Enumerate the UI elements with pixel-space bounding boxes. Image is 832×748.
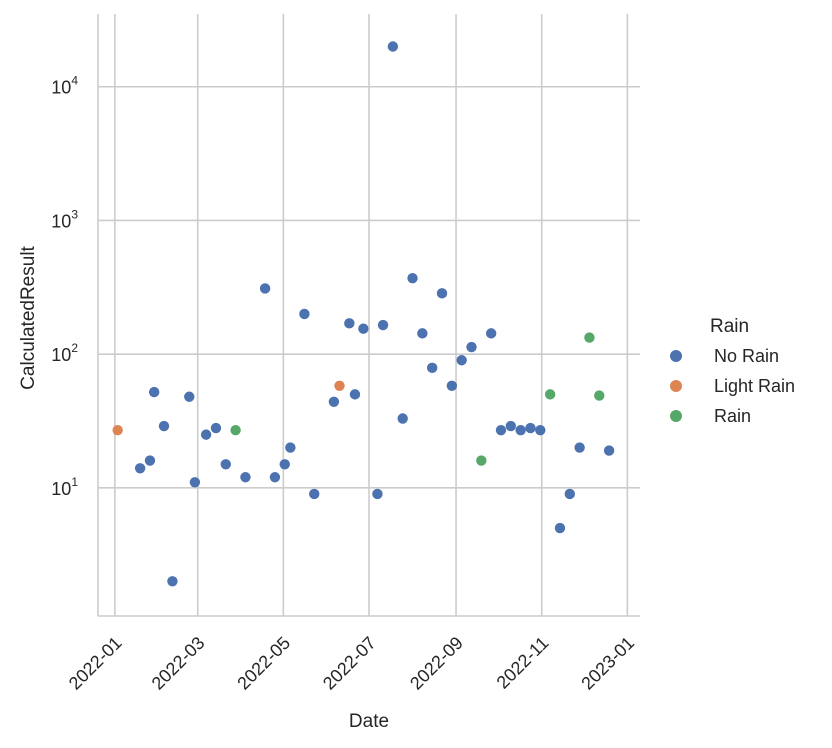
- y-tick-label: 101: [51, 475, 78, 499]
- point-rain: [594, 390, 605, 401]
- point-no-rain: [426, 362, 438, 374]
- point-no-rain: [210, 422, 222, 434]
- point-no-rain: [148, 386, 160, 398]
- legend-label-no-rain: No Rain: [714, 346, 779, 366]
- point-no-rain: [515, 424, 526, 436]
- axes: [97, 14, 640, 617]
- point-no-rain: [344, 318, 355, 329]
- legend: Rain No Rain Light Rain Rain: [670, 316, 795, 426]
- point-no-rain: [259, 283, 271, 294]
- point-no-rain: [358, 323, 369, 334]
- x-tick-label: 2022-01: [65, 633, 126, 694]
- point-no-rain: [603, 445, 615, 456]
- point-rain: [476, 455, 487, 466]
- x-tick-labels: 2022-01 2022-03 2022-05 2022-07 2022-09 2022-…: [65, 633, 638, 694]
- x-tick-label: 2022-07: [319, 633, 380, 694]
- legend-marker-no-rain: [670, 350, 682, 362]
- legend-marker-light-rain: [670, 380, 682, 392]
- point-no-rain: [134, 463, 146, 474]
- point-no-rain: [309, 488, 320, 500]
- point-no-rain: [299, 308, 310, 320]
- point-light-rain: [112, 424, 123, 436]
- point-no-rain: [220, 459, 231, 470]
- x-axis-label: Date: [349, 711, 389, 732]
- point-no-rain: [574, 442, 585, 453]
- x-tick-label: 2022-05: [233, 633, 294, 694]
- point-no-rain: [485, 328, 497, 339]
- data-points: [112, 41, 615, 587]
- x-tick-label: 2023-01: [577, 633, 638, 694]
- point-no-rain: [466, 341, 477, 353]
- point-rain: [230, 424, 241, 436]
- y-tick-labels: 101 102 103 104: [51, 74, 78, 499]
- point-rain: [584, 332, 595, 343]
- y-tick-label: 104: [51, 74, 78, 98]
- grid: [98, 14, 640, 616]
- point-no-rain: [495, 424, 507, 436]
- point-no-rain: [436, 288, 448, 299]
- point-no-rain: [456, 355, 467, 366]
- point-no-rain: [417, 328, 428, 339]
- point-no-rain: [535, 424, 546, 436]
- point-no-rain: [189, 477, 201, 488]
- point-no-rain: [167, 576, 178, 587]
- legend-label-light-rain: Light Rain: [714, 376, 795, 396]
- legend-marker-rain: [670, 410, 682, 422]
- point-no-rain: [184, 391, 195, 402]
- legend-label-rain: Rain: [714, 406, 751, 426]
- point-no-rain: [446, 380, 458, 391]
- point-no-rain: [328, 396, 340, 408]
- y-axis-label: CalculatedResult: [18, 245, 39, 389]
- y-tick-label: 102: [51, 341, 78, 365]
- y-tick-label: 103: [51, 207, 78, 231]
- legend-title: Rain: [710, 316, 749, 337]
- point-no-rain: [564, 488, 575, 500]
- point-no-rain: [158, 420, 170, 432]
- point-no-rain: [377, 319, 389, 331]
- point-no-rain: [349, 389, 361, 400]
- point-rain: [544, 389, 556, 400]
- point-no-rain: [240, 472, 251, 483]
- point-no-rain: [407, 272, 418, 284]
- point-no-rain: [200, 429, 212, 440]
- point-no-rain: [279, 459, 290, 470]
- point-no-rain: [285, 442, 296, 453]
- point-no-rain: [505, 420, 517, 432]
- point-no-rain: [387, 41, 399, 52]
- point-no-rain: [397, 413, 408, 424]
- point-no-rain: [269, 472, 281, 483]
- x-tick-label: 2022-11: [493, 633, 553, 693]
- point-no-rain: [144, 455, 156, 466]
- point-no-rain: [525, 422, 536, 434]
- point-no-rain: [554, 522, 566, 534]
- point-no-rain: [372, 488, 383, 500]
- point-light-rain: [334, 380, 345, 391]
- x-tick-label: 2022-03: [148, 633, 209, 694]
- x-tick-label: 2022-09: [406, 633, 467, 694]
